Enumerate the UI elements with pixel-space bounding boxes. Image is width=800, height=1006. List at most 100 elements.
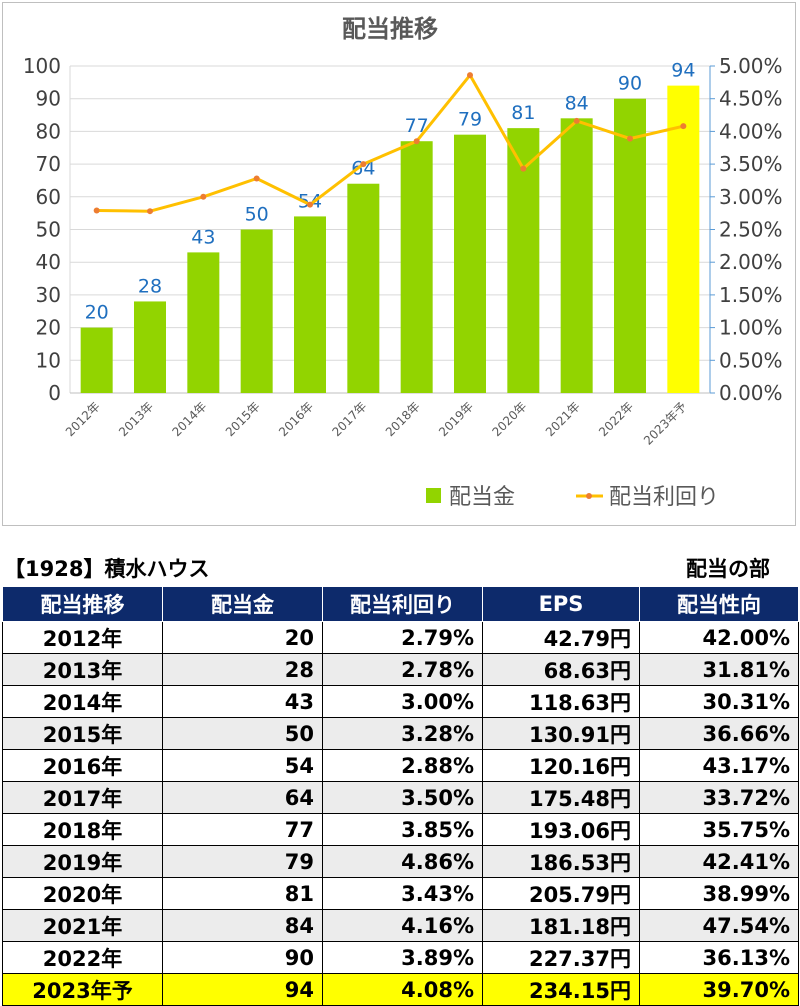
yield-point: [680, 123, 687, 130]
cell-yield: 3.28%: [322, 717, 483, 750]
cell-payout: 38.99%: [639, 877, 799, 910]
y-right-tick-label: 1.00%: [719, 316, 783, 340]
y-left-tick-label: 20: [36, 316, 61, 340]
x-tick-label: 2019年: [436, 399, 476, 439]
chart-container: 配当推移 0 10 20 30 40 50 60 70 80 90 100 0.00% 0.50% 1.00…: [2, 2, 796, 526]
table-caption-company: 【1928】積水ハウス: [4, 557, 210, 581]
y-right-tick-label: 4.50%: [719, 87, 783, 111]
cell-payout: 35.75%: [639, 813, 799, 846]
bar-data-label: 79: [458, 109, 482, 131]
cell-yield: 2.79%: [322, 621, 483, 654]
bar-2015年: [240, 229, 273, 393]
cell-eps: 205.79円: [482, 877, 640, 910]
legend-label-dividend: 配当金: [449, 485, 515, 510]
cell-period: 2016年: [2, 749, 163, 782]
y-right-tick-label: 0.00%: [719, 381, 783, 405]
cell-payout: 47.54%: [639, 909, 799, 942]
bar-data-label: 90: [618, 73, 642, 95]
x-tick-label: 2014年: [169, 399, 209, 439]
x-tick-label: 2018年: [383, 399, 423, 439]
yield-point: [413, 138, 420, 145]
cell-yield: 4.08%: [322, 973, 483, 1006]
legend-swatch-dividend: [426, 488, 441, 503]
cell-period: 2014年: [2, 685, 163, 718]
bar-2019年: [454, 134, 486, 394]
col-header-yield: 配当利回り: [322, 586, 483, 622]
table-row: 2015年 50 3.28% 130.91円 36.66%: [2, 717, 799, 750]
bar-2020年: [507, 128, 540, 393]
cell-dividend: 79: [162, 845, 323, 878]
cell-eps: 181.18円: [482, 909, 640, 942]
cell-yield: 3.00%: [322, 685, 483, 718]
col-header-eps: EPS: [482, 586, 640, 622]
cell-eps: 234.15円: [482, 973, 640, 1006]
y-left-tick-label: 40: [36, 250, 61, 274]
cell-yield: 2.78%: [322, 653, 483, 686]
cell-payout: 30.31%: [639, 685, 799, 718]
cell-yield: 4.86%: [322, 845, 483, 878]
y-left-tick-label: 10: [36, 348, 61, 372]
cell-payout: 42.00%: [639, 621, 799, 654]
cell-eps: 130.91円: [482, 717, 640, 750]
cell-yield: 3.50%: [322, 781, 483, 814]
y-right-tick-label: 2.50%: [719, 218, 783, 242]
yield-point: [147, 208, 153, 215]
table-row: 2014年 43 3.00% 118.63円 30.31%: [2, 685, 799, 718]
bar-2022年: [614, 98, 646, 393]
bar-data-label: 84: [565, 92, 589, 114]
table-row: 2020年 81 3.43% 205.79円 38.99%: [2, 877, 799, 910]
yield-point: [200, 193, 207, 200]
x-tick-label: 2021年: [543, 399, 583, 439]
cell-yield: 3.43%: [322, 877, 483, 910]
y-left-tick-label: 70: [36, 152, 61, 176]
cell-payout: 36.66%: [639, 717, 799, 750]
cell-dividend: 54: [162, 749, 323, 782]
bar-2021年: [560, 118, 593, 393]
cell-dividend: 28: [162, 653, 323, 686]
yield-point: [307, 201, 313, 208]
y-left-tick-label: 90: [36, 87, 61, 111]
y-left-tick-label: 30: [36, 283, 61, 307]
x-tick-label: 2012年: [63, 399, 103, 439]
yield-point: [520, 165, 527, 172]
cell-dividend: 81: [162, 877, 323, 910]
yield-point: [253, 175, 260, 182]
x-tick-label: 2022年: [596, 399, 636, 439]
table-row: 2022年 90 3.89% 227.37円 36.13%: [2, 941, 799, 974]
y-left-tick-label: 50: [36, 218, 61, 242]
x-tick-label: 2013年: [116, 399, 156, 439]
cell-dividend: 20: [162, 621, 323, 654]
cell-period: 2012年: [2, 621, 163, 654]
cell-period: 2015年: [2, 717, 163, 750]
cell-yield: 4.16%: [322, 909, 483, 942]
table-row: 2018年 77 3.85% 193.06円 35.75%: [2, 813, 799, 846]
cell-period: 2017年: [2, 781, 163, 814]
table-row: 2019年 79 4.86% 186.53円 42.41%: [2, 845, 799, 878]
cell-period: 2013年: [2, 653, 163, 686]
table-row: 2023年予 94 4.08% 234.15円 39.70%: [2, 973, 799, 1006]
y-left-tick-label: 100: [23, 54, 61, 78]
dividend-table: 配当推移 配当金 配当利回り EPS 配当性向 2012年 20 2.79% 42.7…: [2, 586, 799, 1006]
cell-eps: 68.63円: [482, 653, 640, 686]
cell-yield: 2.88%: [322, 749, 483, 782]
cell-period: 2018年: [2, 813, 163, 846]
table-header-row: 配当推移 配当金 配当利回り EPS 配当性向: [2, 586, 799, 622]
cell-period: 2021年: [2, 909, 163, 942]
cell-eps: 175.48円: [482, 781, 640, 814]
bar-data-label: 50: [245, 204, 269, 226]
cell-period: 2022年: [2, 941, 163, 974]
dividend-chart: 配当推移 0 10 20 30 40 50 60 70 80 90 100 0.00% 0.50% 1.00…: [23, 15, 783, 510]
col-header-period: 配当推移: [2, 586, 163, 622]
cell-eps: 42.79円: [482, 621, 640, 654]
legend-label-yield: 配当利回り: [609, 485, 719, 510]
cell-payout: 43.17%: [639, 749, 799, 782]
x-tick-label: 2016年: [276, 399, 316, 439]
col-header-payout: 配当性向: [639, 586, 799, 622]
cell-dividend: 94: [162, 973, 323, 1006]
table-row: 2017年 64 3.50% 175.48円 33.72%: [2, 781, 799, 814]
bar-data-label: 43: [191, 226, 215, 248]
table-row: 2021年 84 4.16% 181.18円 47.54%: [2, 909, 799, 942]
bar-2014年: [187, 252, 220, 393]
bar-2023年予: [667, 85, 700, 394]
y-right-tick-label: 1.50%: [719, 283, 783, 307]
